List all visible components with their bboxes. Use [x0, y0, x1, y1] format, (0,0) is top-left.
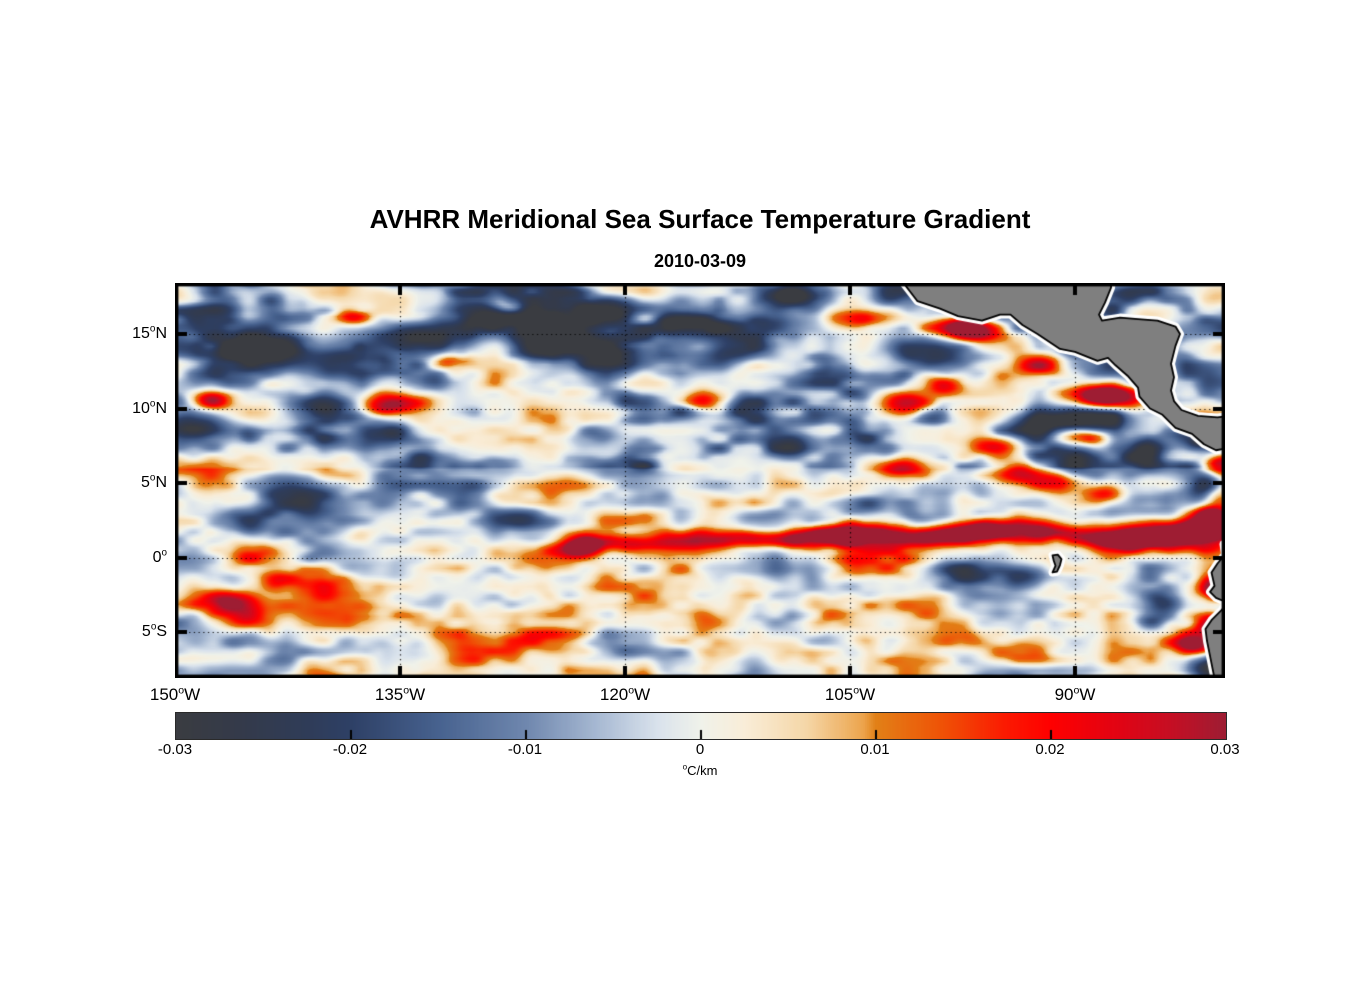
colorbar-unit-label: oC/km — [175, 763, 1225, 778]
colorbar-tick-label: 0.01 — [860, 741, 890, 758]
colorbar-tick-label: -0.01 — [507, 741, 543, 758]
chart-title: AVHRR Meridional Sea Surface Temperature… — [369, 204, 1031, 234]
chart-date: 2010-03-09 — [653, 251, 747, 271]
colorbar — [175, 712, 1227, 740]
x-tick-label: 135oW — [374, 684, 426, 704]
y-tick-label: 5oS — [141, 621, 167, 641]
sst-gradient-map — [175, 283, 1225, 678]
degree-mark: o — [682, 762, 688, 772]
y-tick-label: 5oN — [141, 472, 167, 492]
colorbar-tick-label: 0.02 — [1035, 741, 1065, 758]
x-tick-label: 105oW — [824, 684, 876, 704]
y-tick-label: 0o — [152, 547, 167, 566]
y-tick-label: 15oN — [132, 323, 167, 342]
colorbar-tick-label: 0.03 — [1210, 741, 1240, 758]
x-tick-label: 150oW — [149, 684, 201, 704]
colorbar-tick-label: 0 — [695, 741, 705, 758]
x-tick-label: 120oW — [599, 684, 651, 704]
x-tick-label: 90oW — [1054, 684, 1096, 704]
colorbar-tick-label: -0.02 — [332, 741, 368, 758]
y-tick-label: 10oN — [132, 398, 167, 417]
unit-text: C/km — [687, 763, 718, 778]
colorbar-tick-label: -0.03 — [157, 741, 193, 758]
